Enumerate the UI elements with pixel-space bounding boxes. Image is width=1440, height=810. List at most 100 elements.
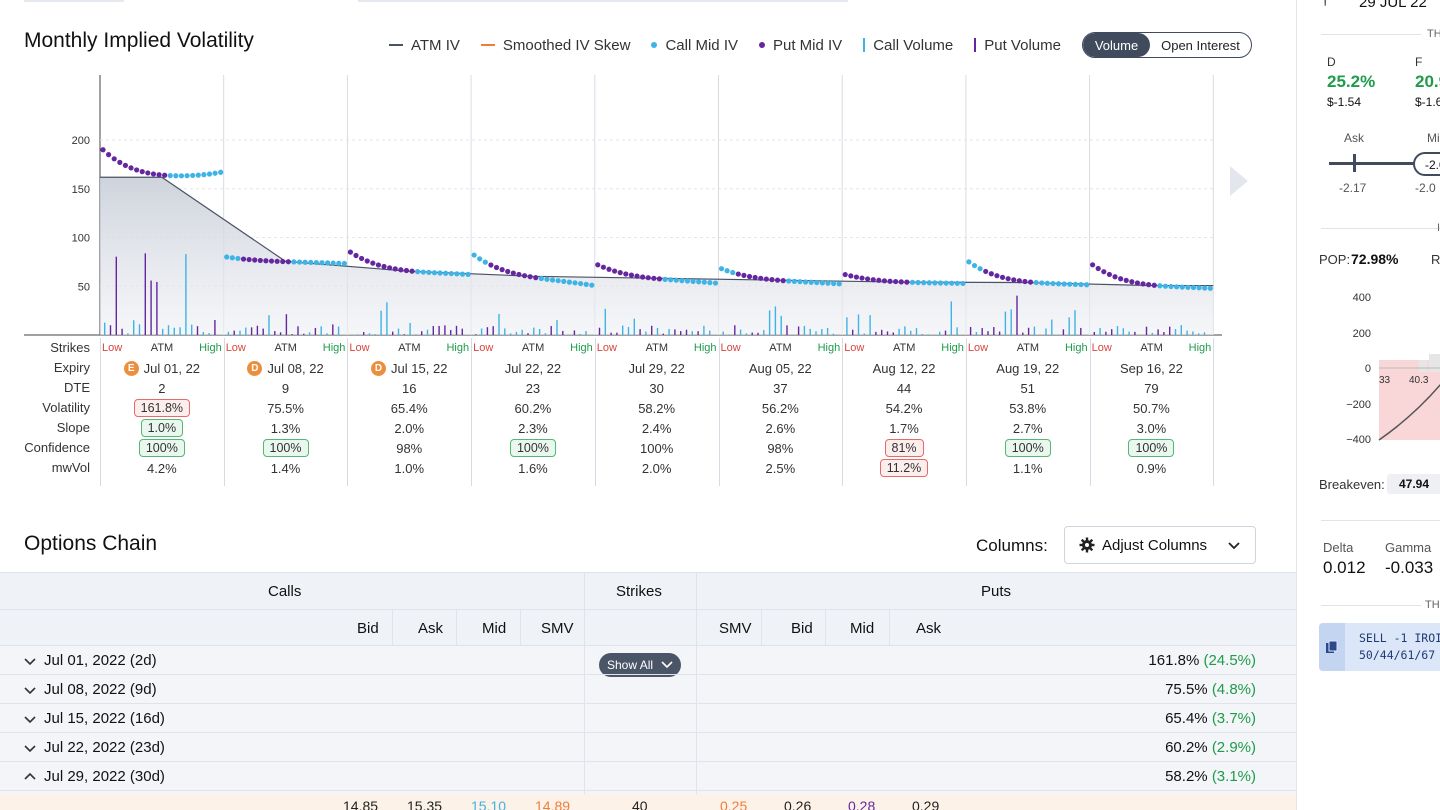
gear-icon <box>1079 537 1095 553</box>
put-volume-bar <box>403 334 405 335</box>
call-mid-iv-point <box>1162 283 1169 289</box>
call-col-smv[interactable]: SMV <box>541 620 574 637</box>
sidebar-top-date: 29 JUL 22 <box>1359 0 1427 11</box>
order-card[interactable]: SELL -1 IROI 50/44/61/67 <box>1319 623 1440 671</box>
expiration-row[interactable]: Jul 08, 2022 (9d) 75.5% (4.8%) <box>0 675 1296 704</box>
volatility-value: 65.4% <box>390 400 428 416</box>
call-volume-bar <box>915 328 918 335</box>
put-volume-bar <box>875 331 877 335</box>
ask-slider-handle[interactable] <box>1353 154 1356 172</box>
put-col-ask[interactable]: Ask <box>916 620 942 637</box>
call-volume-bar <box>774 306 777 335</box>
put-mid-iv-point <box>1022 278 1028 285</box>
put-volume-bar <box>662 333 664 335</box>
call-mid-iv-point <box>224 254 230 260</box>
call-mid-iv-point <box>235 255 241 262</box>
put-mid-iv-point <box>1095 265 1101 272</box>
call-col-bid[interactable]: Bid <box>357 620 379 637</box>
expiration-row[interactable]: Jul 22, 2022 (23d) 60.2% (2.9%) <box>0 733 1296 762</box>
put-volume-bar <box>573 330 576 335</box>
metric-cell: 9 <box>224 378 348 398</box>
put-volume-bar <box>987 331 989 335</box>
expiration-row[interactable]: Jul 29, 2022 (30d) 58.2% (3.1%) <box>0 762 1296 791</box>
chevron-down-icon[interactable] <box>24 713 36 725</box>
d-label: D <box>1327 55 1336 69</box>
put-mid-iv-point <box>499 267 505 273</box>
option-row[interactable]: 14.85 15.35 15.10 14.89 40 0.25 0.26 0.2… <box>0 794 1296 810</box>
volume-bars-7 <box>969 295 1082 335</box>
slope-value: 2.4% <box>641 420 672 436</box>
put-mid-iv-point <box>870 277 876 283</box>
expiration-row[interactable]: Jul 15, 2022 (16d) 65.4% (3.7%) <box>0 704 1296 733</box>
call-mid-iv-point <box>420 269 426 275</box>
put-mid-iv-point <box>634 273 640 279</box>
price-slider-track[interactable] <box>1329 162 1440 165</box>
call-volume-bar <box>863 333 865 335</box>
call-mid-iv-point <box>566 279 572 285</box>
chart-legend: ATM IV Smoothed IV Skew Call Mid IV Put Mid… <box>389 36 1082 54</box>
dte-value: 9 <box>281 380 290 396</box>
put-mid-iv-point <box>1027 279 1034 285</box>
chevron-down-icon[interactable] <box>24 684 36 696</box>
put-volume-bar <box>144 253 146 335</box>
put-mid-iv-point <box>859 275 865 281</box>
mid-price-handle[interactable]: -2.0 <box>1413 152 1440 176</box>
put-mid-iv-point <box>139 169 145 175</box>
put-mid-iv-point <box>595 262 601 268</box>
adjust-columns-dropdown[interactable]: Adjust Columns <box>1064 526 1256 564</box>
put-mid-iv-point <box>893 278 899 285</box>
call-volume-bar <box>326 333 328 335</box>
call-volume-bar <box>357 334 359 335</box>
expiration-row[interactable]: Jul 01, 2022 (2d) 161.8% (24.5%) <box>0 646 1296 675</box>
call-mid-iv-point <box>324 260 331 266</box>
call-mid-iv-point <box>426 269 432 276</box>
volume-oi-toggle[interactable]: Volume Open Interest <box>1082 32 1252 58</box>
call-col-mid[interactable]: Mid <box>482 620 507 637</box>
metric-cell: 54.2% <box>842 398 966 418</box>
put-col-bid[interactable]: Bid <box>791 620 813 637</box>
put-volume-bar <box>981 328 983 335</box>
chevron-up-icon[interactable] <box>24 771 36 783</box>
call-volume-bar <box>1198 333 1200 335</box>
call-volume-bar <box>1180 325 1182 335</box>
put-volume-bar <box>892 332 894 335</box>
call-col-divider <box>520 610 521 646</box>
copy-icon[interactable] <box>1325 640 1339 654</box>
legend-swatch-bar <box>863 38 866 52</box>
chevron-down-icon[interactable] <box>24 655 36 667</box>
call-volume-bar <box>826 327 829 335</box>
volume-bars-5 <box>722 306 835 335</box>
call-mid-iv-point <box>206 171 213 177</box>
call-col-ask[interactable]: Ask <box>418 620 444 637</box>
put-volume-bar <box>109 325 112 335</box>
call-volume-bar <box>1099 327 1101 335</box>
call-volume-bar <box>239 330 241 335</box>
next-arrow-icon[interactable] <box>1230 166 1248 196</box>
put-mid-iv-point <box>865 276 871 282</box>
event-badge-icon: E <box>123 360 139 376</box>
open-interest-toggle-option[interactable]: Open Interest <box>1161 37 1240 53</box>
volume-bars-3 <box>475 313 587 335</box>
put-volume-bar <box>450 330 452 335</box>
call-mid-iv-point <box>1207 285 1213 291</box>
put-mid-iv-point <box>651 275 657 281</box>
call-volume-bar <box>1010 309 1012 335</box>
chevron-down-icon[interactable] <box>24 742 36 754</box>
adjust-columns-label: Adjust Columns <box>1102 536 1208 554</box>
expiry-label: Aug 19, 22 <box>996 360 1060 376</box>
divider <box>1321 34 1421 35</box>
call-mid-iv-point <box>1174 284 1180 290</box>
call-volume-bar <box>722 331 724 335</box>
volatility-value: 53.8% <box>1009 400 1047 416</box>
mwvol-value: 11.2% <box>879 459 929 477</box>
volume-toggle-option[interactable]: Volume <box>1083 33 1150 57</box>
show-all-strikes-button[interactable]: Show All <box>599 653 681 677</box>
put-col-smv[interactable]: SMV <box>719 620 752 637</box>
put-mid-iv-point <box>887 278 893 284</box>
order-text-line2: 50/44/61/67 <box>1359 648 1436 662</box>
metric-cell: Aug 05, 22 <box>719 358 843 378</box>
pl-tick-label: 0 <box>1365 363 1371 375</box>
volume-bars-0 <box>104 253 216 335</box>
put-col-mid[interactable]: Mid <box>850 620 875 637</box>
put-volume-bar <box>1145 326 1148 335</box>
